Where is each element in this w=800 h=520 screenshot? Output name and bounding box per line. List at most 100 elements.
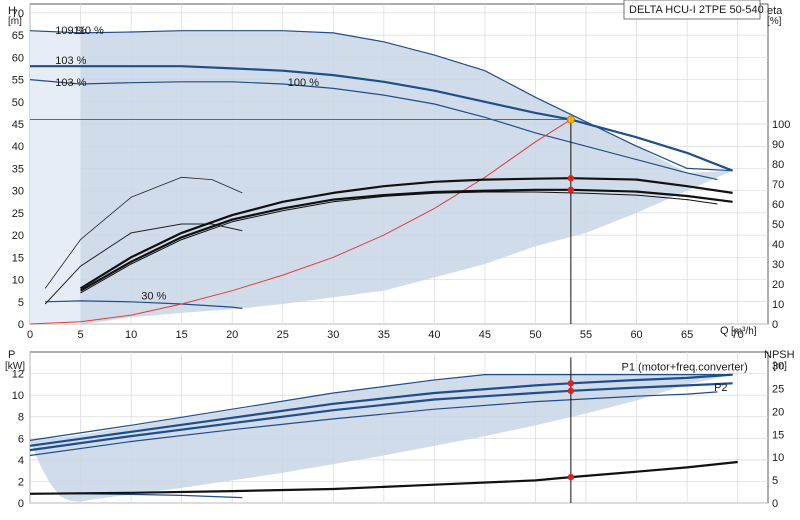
x-tick-label: 10 bbox=[125, 329, 137, 341]
head-y-tick-left: 55 bbox=[12, 75, 24, 87]
x-tick-label: 0 bbox=[27, 329, 33, 341]
head-chart-panel: 103 % 103 % 100 % 30 % 109 %110 % 0 5 10 15 20 25… bbox=[8, 0, 790, 341]
head-y-tick-left: 30 bbox=[12, 186, 24, 198]
eta-curve-9 bbox=[80, 191, 718, 294]
head-y-tick-left: 70 bbox=[12, 8, 24, 20]
series-label-1: P2 bbox=[714, 382, 727, 394]
eta-curve-7 bbox=[79, 177, 733, 290]
power-chart-labels: P [kW] NPSH [m] bbox=[5, 349, 795, 372]
power-operating-area bbox=[30, 373, 738, 502]
x-tick-label: 20 bbox=[226, 329, 238, 341]
x-tick-label: 45 bbox=[479, 329, 491, 341]
y-axis-title-right-top: eta bbox=[767, 5, 783, 17]
head-chart-axes: 0 5 10 15 20 25 30 35 40 45 50 55 60 65 70 0 5 10 15 20 25 30… bbox=[12, 8, 791, 341]
head-y-tick-left: 5 bbox=[18, 297, 24, 309]
x-tick-label: 55 bbox=[580, 329, 592, 341]
eta-curve-5 bbox=[44, 176, 243, 289]
power-y-tick-right: 25 bbox=[772, 384, 784, 396]
head-curve-0 bbox=[29, 30, 733, 172]
head-y-tick-right: 50 bbox=[772, 219, 784, 231]
x-tick-label: 60 bbox=[630, 329, 642, 341]
x-tick-label: 25 bbox=[277, 329, 289, 341]
curve-speed-label-overlap-a: 109 % bbox=[55, 25, 86, 37]
head-y-tick-left: 35 bbox=[12, 163, 24, 175]
x-tick-label: 65 bbox=[681, 329, 693, 341]
power-chart-series bbox=[29, 373, 738, 499]
power-y-tick-right: 15 bbox=[772, 429, 784, 441]
head-y-tick-left: 45 bbox=[12, 119, 24, 131]
head-low-flow-area bbox=[30, 30, 81, 325]
head-y-tick-left: 65 bbox=[12, 30, 24, 42]
curve-speed-label-0: 103 % bbox=[55, 55, 86, 67]
power-operating-region bbox=[30, 373, 738, 502]
head-chart-labels: H [m] eta [%] Q [m³/h] DELTA HCU-I 2TPE … bbox=[8, 0, 783, 337]
eta-marker-1 bbox=[567, 186, 575, 193]
chart-title-box: DELTA HCU-I 2TPE 50-540 bbox=[623, 0, 764, 20]
head-y-tick-right: 40 bbox=[772, 239, 784, 251]
head-y-tick-right: 20 bbox=[772, 279, 784, 291]
head-curve-1 bbox=[30, 65, 734, 172]
power-marker-2 bbox=[567, 473, 575, 481]
head-y-tick-right: 90 bbox=[772, 139, 784, 151]
power-y-tick-right: 20 bbox=[772, 406, 784, 418]
y-axis-title-left-bottom: P bbox=[8, 349, 15, 361]
head-y-tick-left: 0 bbox=[18, 319, 24, 331]
power-y-tick-left: 8 bbox=[18, 412, 24, 424]
y-axis-title-right-bottom: NPSH bbox=[764, 349, 795, 361]
power-chart-panel: P1 (motor+freq.converter) P2 0 2 4 6 8 10 12 0 5 1… bbox=[5, 349, 795, 510]
x-tick-label: 40 bbox=[428, 329, 440, 341]
power-y-tick-left: 12 bbox=[12, 369, 24, 381]
series-label-0: P1 (motor+freq.converter) bbox=[622, 361, 748, 373]
head-y-tick-left: 40 bbox=[12, 141, 24, 153]
head-chart-markers: 103 % 103 % 100 % 30 % 109 %110 % bbox=[30, 25, 575, 324]
head-curve-3 bbox=[45, 300, 243, 309]
head-y-tick-left: 25 bbox=[12, 208, 24, 220]
x-axis-unit: [m³/h] bbox=[731, 326, 757, 337]
chart-title-frame bbox=[623, 0, 761, 20]
power-marker-1 bbox=[567, 387, 575, 395]
eta-curve-8 bbox=[79, 188, 733, 292]
curve-speed-label-3: 30 % bbox=[141, 291, 166, 303]
x-tick-label: 30 bbox=[327, 329, 339, 341]
head-y-tick-left: 50 bbox=[12, 97, 24, 109]
duty-point-marker bbox=[566, 115, 575, 124]
head-y-tick-left: 20 bbox=[12, 230, 24, 242]
power-y-tick-right: 5 bbox=[772, 475, 778, 487]
power-curve-0 bbox=[29, 374, 733, 441]
y-axis-unit-right-bottom: [m] bbox=[773, 361, 787, 372]
chart-title: DELTA HCU-I 2TPE 50-540 bbox=[629, 4, 764, 16]
y-axis-unit-left-bottom: [kW] bbox=[5, 361, 25, 372]
head-operating-area bbox=[30, 30, 733, 325]
curve-speed-label-overlap-b: 110 % bbox=[73, 25, 104, 37]
eta-marker-0 bbox=[567, 175, 575, 182]
head-chart-series bbox=[29, 30, 734, 325]
x-tick-label: 70 bbox=[732, 329, 744, 341]
head-curve-2 bbox=[29, 79, 718, 181]
head-y-tick-left: 10 bbox=[12, 275, 24, 287]
power-chart-markers: P1 (motor+freq.converter) P2 bbox=[567, 357, 748, 503]
x-tick-label: 50 bbox=[529, 329, 541, 341]
head-y-tick-right: 10 bbox=[772, 299, 784, 311]
head-y-tick-left: 15 bbox=[12, 252, 24, 264]
head-y-tick-right: 60 bbox=[772, 199, 784, 211]
x-tick-label: 15 bbox=[176, 329, 188, 341]
power-y-tick-right: 0 bbox=[772, 498, 778, 510]
power-chart-axes: 0 2 4 6 8 10 12 0 5 10 15 20 25 30 bbox=[12, 361, 785, 510]
power-y-tick-left: 0 bbox=[18, 498, 24, 510]
head-y-tick-right: 30 bbox=[772, 259, 784, 271]
head-operating-region bbox=[30, 30, 733, 325]
power-y-tick-right: 30 bbox=[772, 361, 784, 373]
curve-speed-label-2: 100 % bbox=[288, 77, 319, 89]
x-tick-label: 35 bbox=[378, 329, 390, 341]
head-y-tick-right: 80 bbox=[772, 159, 784, 171]
power-curve-1 bbox=[29, 373, 733, 447]
y-axis-title-left-top: H bbox=[8, 5, 16, 17]
head-y-tick-right: 70 bbox=[772, 179, 784, 191]
y-axis-unit-right-top: [%] bbox=[767, 16, 782, 27]
head-y-tick-left: 60 bbox=[12, 52, 24, 64]
x-axis-title: Q bbox=[720, 325, 729, 337]
power-curve-3 bbox=[29, 391, 718, 457]
power-y-tick-left: 2 bbox=[18, 476, 24, 488]
